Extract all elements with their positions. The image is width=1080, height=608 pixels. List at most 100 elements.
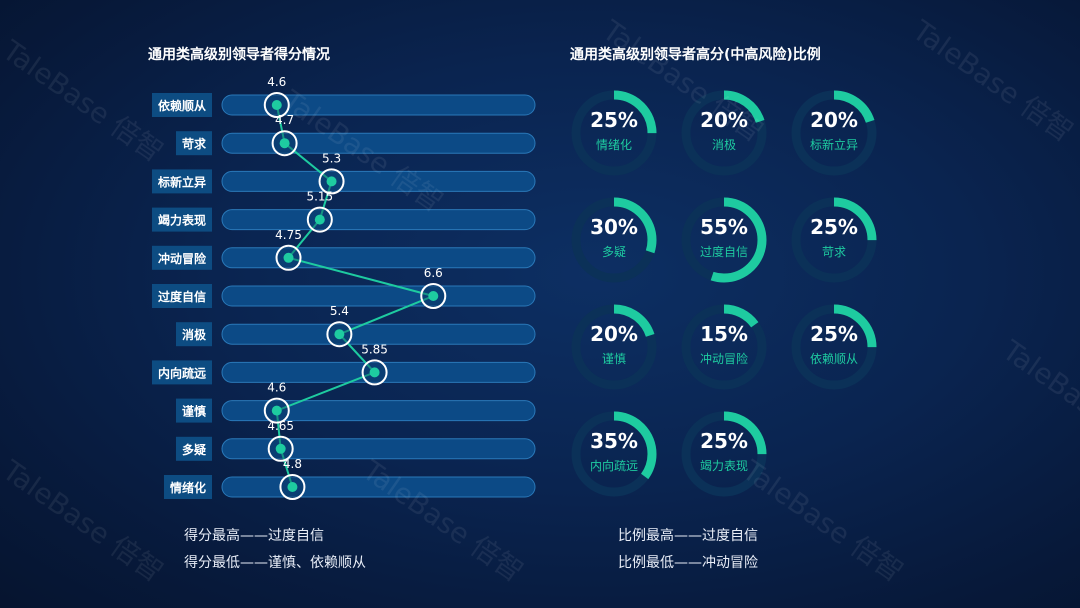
donut-svg [571,411,657,497]
donut-percent: 25% [700,429,748,453]
donut-arc [681,411,767,497]
watermark: TaleBase 倍智 [996,333,1080,469]
score-value-label: 4.8 [283,457,302,471]
score-value-label: 4.65 [267,419,294,433]
donut-label: 苛求 [821,245,846,259]
donut-percent: 20% [590,322,638,346]
category-label: 多疑 [182,442,206,457]
donut-label: 多疑 [601,245,626,259]
donut-svg [571,197,657,283]
ratio-donut: 15% 冲动冒险 [679,302,769,392]
score-point [369,367,380,378]
category-label: 内向疏远 [158,365,206,380]
donut-label: 竭力表现 [699,459,748,473]
score-value-label: 4.75 [275,228,302,242]
donut-label: 内向疏远 [589,459,638,473]
donut-label: 过度自信 [699,245,748,259]
category-label: 谨慎 [182,404,206,419]
category-label: 过度自信 [158,289,206,304]
category-label: 消极 [182,327,207,342]
score-bar-track [221,132,536,154]
donut-percent: 20% [700,108,748,132]
score-value-label: 5.3 [322,151,341,165]
category-label: 冲动冒险 [158,251,207,266]
summary-ratio-high: 比例最高——过度自信 [618,528,758,544]
donut-svg [681,197,767,283]
category-label: 标新立异 [157,174,206,189]
score-point [326,176,337,187]
watermark: TaleBase 倍智 [736,453,910,589]
donut-percent: 55% [700,215,748,239]
ratio-donut: 20% 消极 [679,88,769,178]
category-label: 竭力表现 [158,213,206,228]
score-point [287,482,298,492]
summary-score-high: 得分最高——过度自信 [184,528,324,544]
score-bar-track [221,323,536,345]
donut-arc [571,304,657,390]
score-point [428,291,439,301]
score-point [271,100,282,110]
donut-label: 标新立异 [809,138,858,152]
donut-svg [791,304,877,390]
category-label-bg [151,169,212,194]
donut-svg [681,411,767,497]
score-bar-track [221,209,536,231]
category-label: 情绪化 [170,480,206,495]
donut-svg [681,304,767,390]
donut-percent: 30% [590,215,638,239]
score-bar-track [221,400,536,422]
donut-arc [571,90,657,176]
ratio-donut: 35% 内向疏远 [569,409,659,499]
donut-percent: 25% [810,215,858,239]
ratio-donut: 20% 标新立异 [789,88,879,178]
category-label: 苛求 [182,136,207,151]
score-point [271,405,282,416]
donut-label: 依赖顺从 [809,352,858,366]
score-value-label: 5.15 [306,190,333,204]
score-value-label: 4.6 [267,381,286,395]
category-label-bg [151,207,212,232]
score-point [314,214,325,225]
score-point [275,443,286,454]
donut-label: 情绪化 [595,138,632,152]
score-bar-track [221,247,536,269]
donut-arc [571,197,657,283]
donut-percent: 15% [700,322,748,346]
category-label-bg [151,245,212,270]
ratio-donut: 20% 谨慎 [569,302,659,392]
score-point [334,329,345,340]
score-value-label: 5.4 [330,304,349,318]
donut-arc [791,90,877,176]
category-label-bg [175,398,212,423]
donut-arc [791,197,877,283]
score-value-label: 4.7 [275,113,294,127]
score-bar-track [221,438,536,460]
donut-arc [681,90,767,176]
donut-svg [571,90,657,176]
donut-label: 消极 [711,138,736,152]
score-bar-track [221,170,536,192]
category-label-bg [151,360,212,385]
score-bar-track [221,476,536,498]
category-label-bg [151,93,212,117]
ratio-donut: 25% 依赖顺从 [789,302,879,392]
score-value-label: 6.6 [424,266,443,280]
donut-label: 谨慎 [601,352,626,366]
ratio-donut: 25% 情绪化 [569,88,659,178]
score-value-label: 4.6 [267,75,286,89]
donut-percent: 25% [590,108,638,132]
summary-ratio-low: 比例最低——冲动冒险 [618,555,758,571]
score-bar-track [221,94,536,116]
ratio-donut: 25% 竭力表现 [679,409,769,499]
donut-arc [681,197,767,283]
donut-arc [681,304,767,390]
category-label-bg [175,436,212,461]
category-label-bg [175,322,212,347]
category-label: 依赖顺从 [158,98,206,113]
donut-svg [791,197,877,283]
ratio-donut: 25% 苛求 [789,195,879,285]
score-point [279,138,290,149]
score-value-label: 5.85 [361,342,388,356]
right-chart-title: 通用类高级别领导者高分(中高风险)比例 [570,47,821,63]
